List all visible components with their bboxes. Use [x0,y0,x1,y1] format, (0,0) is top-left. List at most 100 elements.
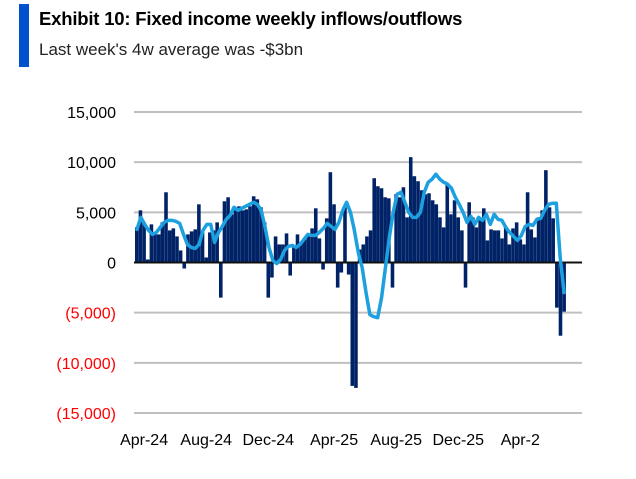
bar [390,262,395,288]
bar [222,201,227,263]
bar [324,218,329,263]
bar [478,220,482,263]
bar [303,239,307,263]
bar [332,204,336,263]
bar [376,186,380,263]
bar [167,230,172,263]
bar [197,204,201,263]
bar [145,259,150,263]
bar [485,240,490,263]
bar [430,200,435,263]
bar [259,207,263,263]
bar [178,250,183,263]
bar [522,244,526,263]
bar [186,234,190,263]
y-tick-label: (15,000) [56,406,116,423]
bar [547,207,552,263]
bar [273,236,278,263]
bar [423,194,428,263]
bar [441,227,446,263]
bar [489,229,493,263]
bar [346,262,351,275]
bar [262,222,267,263]
bar [182,262,187,269]
bar [248,206,252,263]
bar [277,244,282,263]
bar [518,239,523,263]
bar [153,232,157,263]
bar [226,197,230,263]
bar [138,210,143,263]
bar [160,222,165,263]
bar [219,262,223,298]
bar [533,237,537,263]
bar [288,262,292,276]
bar [500,238,504,263]
x-tick-label: Apr-25 [310,432,358,449]
bar [306,234,311,263]
bar [405,217,409,263]
bar [299,242,303,263]
bar [339,262,344,273]
bar [452,200,457,263]
bar [354,262,358,388]
bar [507,244,512,263]
bar [558,262,563,336]
bar [408,157,413,263]
bar [379,188,384,263]
x-tick-label: Dec-24 [243,432,295,449]
gridlines [134,111,582,414]
x-tick-label: Apr-24 [120,432,168,449]
bar [251,196,256,263]
bar [149,224,154,263]
bar [427,193,431,263]
bar [416,181,420,263]
bar [237,206,241,263]
bar [503,226,508,263]
bar [361,244,366,263]
x-tick-label: Dec-25 [433,432,485,449]
bar [266,262,271,298]
bar [397,197,402,263]
bar [438,217,442,263]
bar [208,232,212,263]
y-tick-label: (10,000) [56,356,116,373]
bar [310,228,314,263]
bar [368,230,373,263]
bar [445,184,450,263]
bar [229,214,234,263]
y-tick-label: 0 [107,256,116,273]
bar [383,197,387,263]
bar [211,230,216,263]
chart-subtitle: Last week's 4w average was -$3bn [39,40,304,59]
bar [471,217,475,263]
bar [514,222,519,263]
bar [200,232,205,263]
bar [511,228,515,263]
bar [529,229,534,263]
y-tick-label: 10,000 [67,155,116,172]
bar [328,172,333,263]
bar [335,262,340,288]
bar [525,192,530,263]
x-axis-ticks: Apr-24 Aug-24 Dec-24 Apr-25 Aug-25 Dec-2… [120,432,540,449]
bar [233,209,238,263]
bar-series [135,157,566,388]
bar [419,190,424,263]
bar [204,257,208,263]
bar [544,170,548,263]
bar [255,199,260,263]
bar [135,227,139,263]
bar [401,187,406,263]
x-tick-label: Aug-25 [370,432,422,449]
bar [240,210,245,263]
bar [540,210,545,263]
bar [142,222,146,263]
bar [350,262,355,386]
bar [372,178,376,263]
bar [270,262,274,278]
bar [449,214,453,263]
four-week-average-line [135,172,566,320]
bar [365,236,369,263]
